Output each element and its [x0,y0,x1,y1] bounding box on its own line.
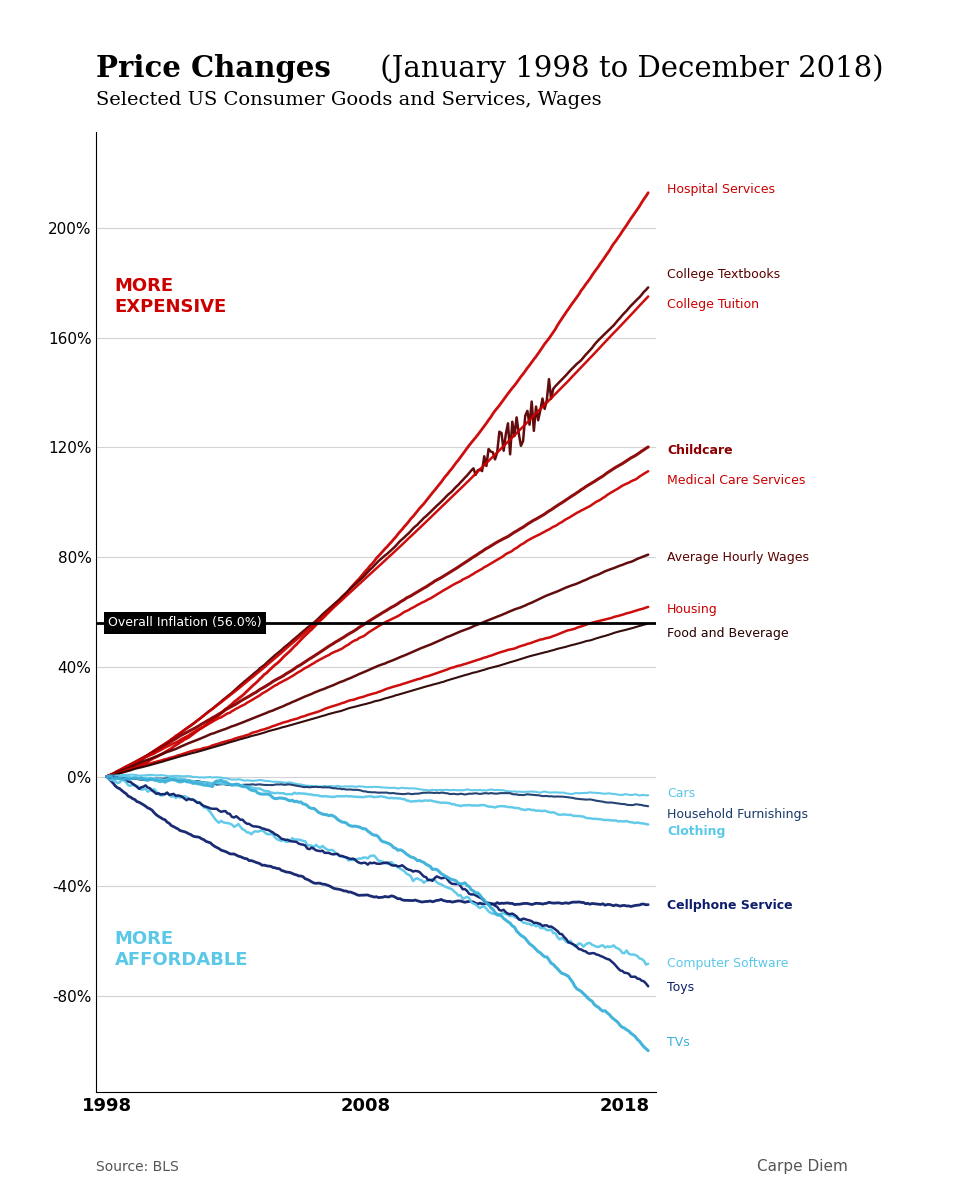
Text: Housing: Housing [667,602,718,616]
Text: College Tuition: College Tuition [667,299,759,311]
Text: Average Hourly Wages: Average Hourly Wages [667,551,809,564]
Text: College Textbooks: College Textbooks [667,268,780,281]
Text: Food and Beverage: Food and Beverage [667,628,789,641]
Text: TVs: TVs [667,1036,690,1049]
Text: Medical Care Services: Medical Care Services [667,474,806,487]
Text: MORE
EXPENSIVE: MORE EXPENSIVE [115,277,227,316]
Text: Cellphone Service: Cellphone Service [667,899,792,912]
Text: (January 1998 to December 2018): (January 1998 to December 2018) [371,54,884,83]
Text: Price Changes: Price Changes [96,54,332,83]
Text: Hospital Services: Hospital Services [667,184,775,196]
Text: Childcare: Childcare [667,444,733,457]
Text: MORE
AFFORDABLE: MORE AFFORDABLE [115,930,248,968]
Text: Clothing: Clothing [667,824,726,838]
Text: Toys: Toys [667,982,694,995]
Text: Cars: Cars [667,786,695,799]
Text: Selected US Consumer Goods and Services, Wages: Selected US Consumer Goods and Services,… [96,91,602,109]
Text: Source: BLS: Source: BLS [96,1159,179,1174]
Text: Household Furnishings: Household Furnishings [667,809,808,822]
Text: Carpe Diem: Carpe Diem [758,1159,848,1174]
Text: Overall Inflation (56.0%): Overall Inflation (56.0%) [108,617,261,630]
Text: Computer Software: Computer Software [667,956,789,970]
